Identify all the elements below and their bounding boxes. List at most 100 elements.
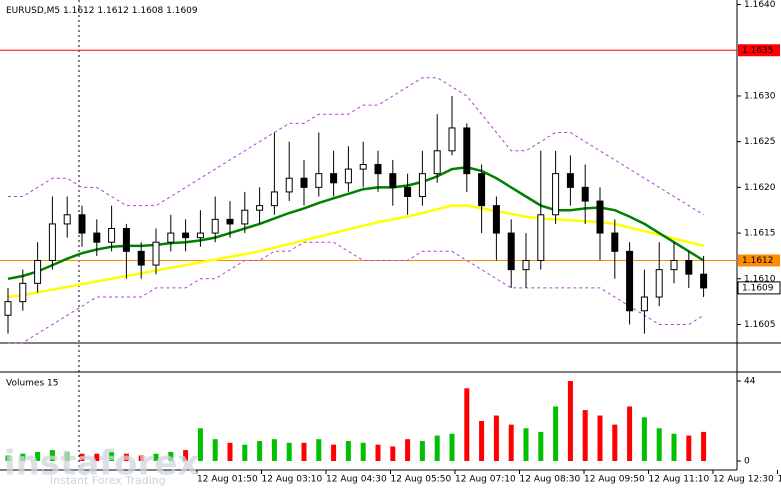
candle-body — [655, 269, 663, 298]
candle-body — [359, 164, 367, 170]
candle-body — [463, 127, 471, 175]
last-price-label: 1.1609 — [742, 283, 774, 293]
volume-bar — [641, 417, 647, 461]
volume-bar — [123, 453, 129, 461]
candle-body — [226, 218, 234, 225]
volume-bar — [331, 444, 337, 461]
candle-body — [137, 250, 145, 266]
candle-body — [270, 191, 278, 207]
candle-body — [448, 127, 456, 152]
candle-body — [404, 186, 412, 198]
candle-body — [700, 273, 708, 289]
volume-bar — [701, 431, 707, 461]
y-tick-label: 1.1640 — [744, 0, 776, 10]
x-tick-label: 12 Aug 04:30 — [326, 475, 387, 485]
volume-tick-label: 0 — [744, 457, 750, 467]
y-tick-label: 1.1620 — [744, 183, 776, 193]
volume-bar — [449, 433, 455, 461]
header-high: 1.1612 — [97, 6, 129, 16]
candle-body — [640, 296, 648, 312]
volume-bar — [405, 439, 411, 461]
volume-bar — [79, 453, 85, 461]
candle-body — [48, 223, 56, 261]
volume-bar — [553, 406, 559, 461]
volume-bar — [656, 428, 662, 461]
volume-bar — [242, 444, 248, 461]
candle-body — [182, 232, 190, 239]
volume-bar — [5, 455, 11, 461]
volume-bar — [360, 442, 366, 461]
volume-bar — [35, 451, 41, 461]
volume-bar — [671, 433, 677, 461]
candle-body — [211, 218, 219, 234]
volume-tick-label: 44 — [744, 377, 756, 387]
x-tick-label: 12 Aug 11:10 — [649, 475, 710, 485]
volume-bar — [271, 439, 277, 461]
volume-bar — [627, 406, 633, 461]
x-tick-label: 12 Aug 13:50 — [778, 475, 781, 485]
candle-body — [478, 173, 486, 207]
y-tick-label: 1.1630 — [744, 91, 776, 101]
candle-body — [596, 200, 604, 234]
y-tick-label: 1.1610 — [744, 274, 776, 284]
volume-bar — [419, 441, 425, 461]
candle-body — [685, 259, 693, 275]
candle-body — [241, 209, 249, 225]
x-tick-label: 12 Aug 03:10 — [262, 475, 323, 485]
header-open: 1.1612 — [63, 6, 95, 16]
volume-bar — [64, 451, 70, 461]
volume-bar — [212, 439, 218, 461]
volume-bar — [153, 453, 159, 461]
x-tick-label: 12 Aug 05:50 — [391, 475, 452, 485]
candle-body — [78, 214, 86, 234]
volume-bar — [197, 428, 203, 461]
volume-bar — [479, 421, 485, 461]
volume-bar — [94, 453, 100, 461]
header-close: 1.1609 — [166, 6, 198, 16]
volume-bar — [686, 435, 692, 461]
candle-body — [315, 173, 323, 188]
volume-bar — [375, 444, 381, 461]
volume-bar — [345, 441, 351, 461]
price-level-label: 1.1612 — [742, 256, 774, 266]
volume-bar — [390, 446, 396, 461]
volume-bar — [582, 410, 588, 461]
candle-body — [626, 250, 634, 312]
candle-body — [566, 173, 574, 188]
candle-body — [330, 173, 338, 184]
x-tick-label: 12 Aug 01:50 — [197, 475, 258, 485]
y-tick-label: 1.1605 — [744, 320, 776, 330]
indicator-line — [8, 77, 704, 216]
chart-header: EURUSD,M5 1.1612 1.1612 1.1608 1.1609 — [6, 6, 198, 16]
volume-bar — [597, 415, 603, 461]
candle-body — [670, 259, 678, 271]
volume-bar — [464, 388, 470, 461]
price-level-tag — [738, 44, 780, 57]
candle-body — [4, 301, 12, 316]
volume-bar — [523, 428, 529, 461]
candle-body — [256, 205, 264, 211]
candle-body — [374, 164, 382, 175]
x-tick-label: 12 Aug 08:30 — [520, 475, 581, 485]
volume-bar — [183, 450, 189, 461]
volume-title: Volumes 15 — [6, 379, 58, 389]
volume-bar — [168, 451, 174, 461]
candle-body — [522, 259, 530, 271]
volume-bar — [20, 453, 26, 461]
candle-body — [611, 232, 619, 252]
candle-body — [507, 232, 515, 271]
header-low: 1.1608 — [132, 6, 164, 16]
candle-body — [108, 227, 116, 243]
candle-body — [344, 168, 352, 184]
volume-bar — [138, 455, 144, 461]
x-tick-label: 12 Aug 12:30 — [713, 475, 774, 485]
volume-bar — [434, 435, 440, 461]
volume-bar — [49, 450, 55, 461]
price-level-tag — [738, 254, 780, 267]
volume-bar — [257, 441, 263, 461]
candle-body — [196, 232, 204, 239]
candle-body — [122, 227, 130, 252]
watermark-tagline: Instant Forex Trading — [50, 474, 166, 487]
